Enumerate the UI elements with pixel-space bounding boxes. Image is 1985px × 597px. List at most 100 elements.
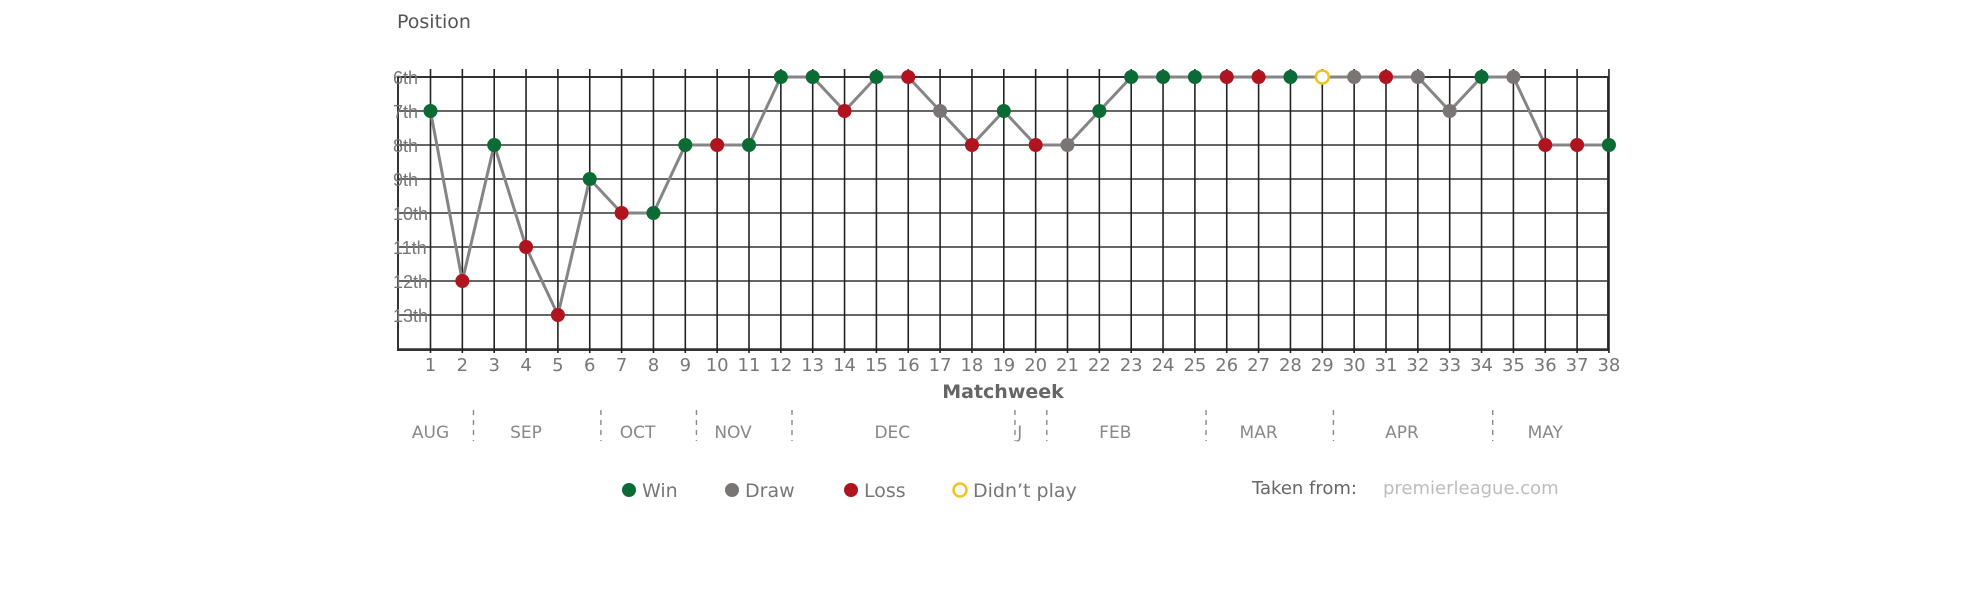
x-tick-label: 24 [1152, 355, 1175, 376]
point-matchweek-10 [710, 138, 725, 152]
x-tick-label: 38 [1597, 355, 1620, 376]
legend-marker [725, 483, 739, 497]
x-tick-label: 11 [738, 355, 761, 376]
x-tick-label: 25 [1183, 355, 1206, 376]
x-tick-label: 36 [1534, 355, 1557, 376]
point-matchweek-1 [423, 104, 438, 118]
x-tick-label: 19 [992, 355, 1015, 376]
legend-label: Draw [745, 480, 795, 502]
month-label: SEP [510, 423, 542, 443]
point-matchweek-28 [1283, 70, 1298, 84]
x-tick-label: 18 [960, 355, 983, 376]
y-tick-label: 11th [393, 238, 427, 258]
point-matchweek-27 [1251, 70, 1266, 84]
y-tick-label: 10th [393, 204, 428, 224]
chart-grid [397, 69, 1610, 353]
x-tick-label: 5 [552, 355, 563, 376]
point-matchweek-3 [487, 138, 502, 152]
x-axis-labels: 1 2 3 4 5 6 7 8 9 10 11 12 13 14 15 16 17 18 19 20 21 22 23 24 2… [425, 355, 1621, 376]
point-matchweek-26 [1219, 70, 1234, 84]
position-line [429, 75, 1609, 320]
x-tick-label: 12 [769, 355, 792, 376]
month-labels: AUG SEP OCT NOV DEC J FEB MAR APR MAY [412, 410, 1564, 443]
x-tick-label: 20 [1024, 355, 1047, 376]
y-tick-label: 12th [393, 272, 428, 292]
source-label: Taken from: [1251, 478, 1357, 499]
point-matchweek-15 [869, 70, 884, 84]
x-tick-label: 34 [1470, 355, 1493, 376]
month-label: APR [1385, 423, 1419, 443]
y-tick-label: 7th [393, 102, 418, 122]
month-label: DEC [874, 423, 910, 443]
point-matchweek-23 [1124, 70, 1139, 84]
point-matchweek-18 [964, 138, 979, 152]
month-label: J [1016, 423, 1022, 443]
x-tick-label: 15 [865, 355, 888, 376]
point-matchweek-5 [550, 308, 565, 322]
x-tick-label: 14 [833, 355, 856, 376]
x-tick-label: 17 [929, 355, 952, 376]
source-note: Taken from: premierleague.com [1251, 478, 1559, 499]
legend: Win Draw Loss Didn’t play [622, 480, 1077, 502]
point-matchweek-29 [1314, 69, 1331, 85]
point-matchweek-11 [742, 138, 756, 152]
point-matchweek-14 [837, 104, 852, 118]
point-matchweek-36 [1538, 138, 1553, 152]
point-matchweek-2 [455, 274, 470, 288]
chart-title: Position [397, 11, 471, 33]
legend-marker [844, 483, 858, 497]
point-matchweek-4 [519, 240, 534, 254]
month-label: AUG [412, 423, 449, 443]
x-tick-label: 9 [680, 355, 691, 376]
point-matchweek-8 [646, 206, 661, 220]
x-tick-label: 27 [1247, 355, 1270, 376]
month-label: OCT [620, 423, 656, 443]
x-tick-label: 10 [706, 355, 729, 376]
point-matchweek-6 [582, 172, 597, 186]
x-tick-label: 35 [1502, 355, 1525, 376]
point-matchweek-31 [1379, 70, 1393, 84]
x-tick-label: 32 [1406, 355, 1429, 376]
y-tick-label: 9th [393, 170, 418, 190]
x-tick-label: 16 [897, 355, 920, 376]
point-matchweek-12 [773, 70, 788, 84]
point-matchweek-33 [1442, 104, 1457, 118]
x-tick-label: 2 [457, 355, 468, 376]
point-matchweek-30 [1347, 70, 1362, 84]
point-matchweek-17 [933, 104, 948, 118]
point-matchweek-7 [614, 206, 629, 220]
position-series [423, 69, 1616, 322]
point-matchweek-16 [901, 70, 916, 84]
point-matchweek-32 [1410, 70, 1425, 84]
y-tick-label: 6th [393, 68, 418, 88]
y-tick-label: 8th [393, 136, 418, 156]
point-matchweek-34 [1474, 70, 1489, 84]
source-link[interactable]: premierleague.com [1383, 478, 1559, 499]
point-matchweek-22 [1092, 104, 1107, 118]
legend-label: Didn’t play [973, 480, 1077, 502]
x-tick-label: 31 [1375, 355, 1398, 376]
x-tick-label: 13 [801, 355, 824, 376]
point-matchweek-9 [678, 138, 693, 152]
point-matchweek-37 [1570, 138, 1585, 152]
point-matchweek-24 [1156, 70, 1171, 84]
month-label: MAY [1528, 423, 1564, 443]
month-label: FEB [1099, 423, 1131, 443]
x-tick-label: 4 [520, 355, 531, 376]
x-tick-label: 7 [616, 355, 627, 376]
point-matchweek-19 [996, 104, 1011, 118]
x-tick-label: 6 [584, 355, 595, 376]
x-tick-label: 30 [1343, 355, 1366, 376]
point-matchweek-25 [1187, 70, 1202, 84]
month-label: MAR [1240, 423, 1278, 443]
legend-marker [622, 483, 636, 497]
point-matchweek-13 [805, 70, 820, 84]
y-tick-label: 13th [393, 306, 428, 326]
legend-marker [952, 482, 968, 498]
x-tick-label: 23 [1120, 355, 1143, 376]
x-tick-label: 22 [1088, 355, 1111, 376]
point-matchweek-35 [1506, 70, 1521, 84]
month-label: NOV [714, 423, 752, 443]
x-tick-label: 29 [1311, 355, 1334, 376]
